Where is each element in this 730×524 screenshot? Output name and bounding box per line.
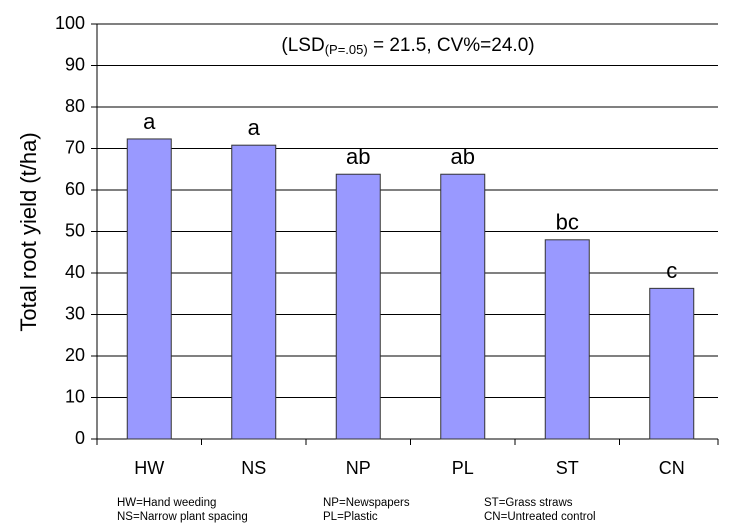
bar xyxy=(440,173,486,440)
group-letter: ab xyxy=(346,144,370,169)
y-tick-label: 50 xyxy=(65,220,85,240)
x-tick-label: ST xyxy=(556,458,579,478)
x-tick-label: NP xyxy=(346,458,371,478)
y-tick-label: 100 xyxy=(55,13,85,33)
group-letter: c xyxy=(666,258,677,283)
y-tick-label: 80 xyxy=(65,96,85,116)
footnote: CN=Untreated control xyxy=(484,511,596,523)
x-tick-label: PL xyxy=(452,458,474,478)
y-tick-label: 30 xyxy=(65,303,85,323)
y-tick-label: 20 xyxy=(65,345,85,365)
footnote: HW=Hand weeding xyxy=(117,497,216,509)
group-letter: a xyxy=(248,115,261,140)
footnote: PL=Plastic xyxy=(323,511,378,523)
bar xyxy=(231,144,277,440)
y-tick-label: 40 xyxy=(65,262,85,282)
bar xyxy=(544,239,590,440)
y-axis-label: Total root yield (t/ha) xyxy=(16,132,41,331)
x-tick-label: HW xyxy=(134,458,164,478)
y-tick-label: 10 xyxy=(65,386,85,406)
bar xyxy=(649,287,695,440)
bar xyxy=(335,173,381,440)
group-letter: ab xyxy=(451,144,475,169)
footnote: NS=Narrow plant spacing xyxy=(117,511,248,523)
y-tick-label: 0 xyxy=(75,428,85,448)
footnote: NP=Newspapers xyxy=(323,497,410,509)
group-letter: bc xyxy=(556,210,579,235)
annotation-text: = 21.5, CV%=24.0) xyxy=(368,35,535,56)
y-tick-label: 70 xyxy=(65,137,85,157)
footnote: ST=Grass straws xyxy=(484,497,573,509)
annotation-text: (LSD xyxy=(281,35,324,56)
annotation: (LSD(P=.05) = 21.5, CV%=24.0) xyxy=(281,35,534,57)
group-letter: a xyxy=(143,109,156,134)
x-tick-label: NS xyxy=(241,458,266,478)
bar xyxy=(126,138,172,440)
x-tick-label: CN xyxy=(659,458,685,478)
annotation-subscript: (P=.05) xyxy=(325,42,368,57)
y-tick-label: 90 xyxy=(65,54,85,74)
y-tick-label: 60 xyxy=(65,179,85,199)
